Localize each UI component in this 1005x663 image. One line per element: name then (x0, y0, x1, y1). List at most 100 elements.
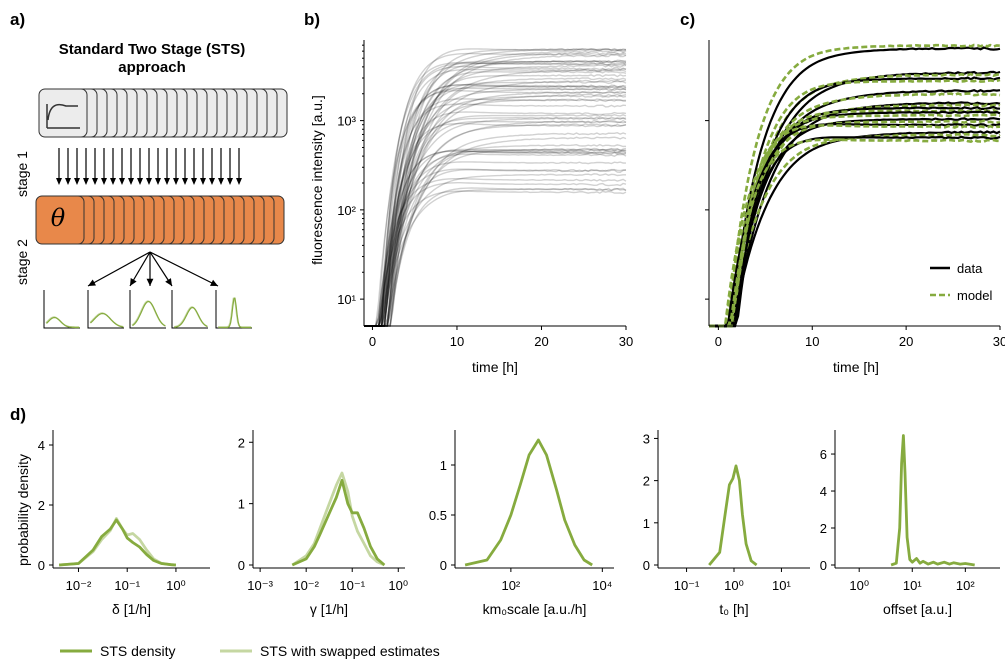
trajectory-line (364, 131, 627, 327)
arrow-head (101, 178, 107, 185)
fan-arrow (149, 251, 219, 287)
fan-arrow-head (146, 278, 154, 286)
x-axis-label: δ [1/h] (112, 601, 151, 617)
y-tick-label: 10² (337, 203, 356, 218)
arrow-head (146, 178, 152, 185)
trajectory-line (364, 49, 627, 327)
trajectory-line (364, 168, 626, 327)
y-tick-label: 2 (38, 498, 45, 513)
trajectory-line (364, 116, 627, 327)
x-tick-label: 10⁰ (724, 578, 744, 593)
fan-arrow-head (88, 279, 96, 286)
sts-title-line2: approach (118, 59, 186, 76)
x-tick-label: 20 (899, 334, 913, 349)
x-tick-label: 10⁻¹ (339, 578, 365, 593)
x-tick-label: 10⁻¹ (114, 578, 140, 593)
trajectory-line (364, 153, 627, 327)
trajectory-line (364, 187, 627, 327)
x-tick-label: 10⁻³ (247, 578, 273, 593)
trajectory-line (364, 190, 627, 327)
model-line (709, 124, 1001, 328)
swapped-density-line (291, 471, 385, 567)
y-tick-label: 2 (820, 521, 827, 536)
trajectory-line (364, 68, 627, 327)
mini-axes (129, 290, 166, 329)
trajectory-line (364, 84, 627, 327)
trajectory-line (364, 77, 627, 327)
y-tick-label: 1 (238, 497, 245, 512)
trajectory-line (364, 187, 627, 327)
trajectory-line (364, 161, 627, 327)
trajectory-line (364, 148, 627, 327)
trajectory-line (364, 62, 627, 327)
arrow-head (191, 178, 197, 185)
x-tick-label: 10² (501, 578, 520, 593)
trajectory-line (364, 51, 627, 327)
trajectory-line (364, 87, 627, 327)
trajectory-line (364, 90, 627, 327)
arrow-head (110, 178, 116, 185)
mini-density-curve (218, 297, 252, 329)
x-axis-label: γ [1/h] (310, 601, 348, 617)
x-axis-label: t₀ [h] (719, 601, 748, 617)
data-card (38, 88, 88, 138)
y-tick-label: 0 (38, 558, 45, 573)
panel-b-ticks: 0 10 20 30 10¹ 10² 10³ (337, 44, 633, 349)
trajectory-line (364, 70, 627, 327)
trajectory-line (364, 169, 627, 327)
trajectory-line (364, 85, 627, 327)
x-tick-label: 10 (805, 334, 819, 349)
x-tick-label: 20 (534, 334, 548, 349)
trajectory-line (364, 150, 627, 327)
mini-density-curve (46, 316, 80, 329)
fan-arrow-head (210, 279, 218, 286)
trajectory-line (364, 116, 627, 327)
panel-b-trajectories (364, 47, 627, 327)
trajectory-line (364, 90, 627, 327)
trajectory-line (364, 87, 627, 327)
parameter-card-stack (35, 195, 285, 245)
trajectory-line (364, 182, 627, 327)
trajectory-line (364, 147, 627, 327)
data-line (709, 46, 1001, 328)
trajectory-line (364, 173, 626, 327)
model-line (709, 132, 1001, 328)
trajectory-line (364, 53, 627, 327)
trajectory-line (364, 122, 627, 327)
x-tick-label: 10¹ (772, 578, 791, 593)
trajectory-line (364, 60, 627, 327)
mini-swapped-curve (218, 296, 251, 328)
y-tick-label: 4 (38, 438, 45, 453)
arrow-head (119, 178, 125, 185)
x-tick-label: 10⁰ (388, 578, 408, 593)
trajectory-line (364, 59, 627, 327)
mini-axes (87, 290, 124, 329)
trajectory-line (364, 60, 627, 327)
panel-d-ylabel: probability density (15, 454, 31, 566)
stage2-arrows (87, 251, 219, 287)
trajectory-line (364, 120, 627, 327)
mini-density-curve (174, 306, 208, 328)
panel-c-chart: 0 10 20 30 time [h] data model (705, 40, 1005, 375)
arrow-head (83, 178, 89, 185)
bottom-legend: STS density STS with swapped estimates (60, 643, 440, 659)
mini-density-curve (132, 301, 166, 327)
y-tick-label: 1 (440, 458, 447, 473)
trajectory-line (364, 80, 627, 327)
density-chart-3: 10² 10⁴ 0 0.5 1 km₀scale [a.u./h] (429, 430, 614, 617)
sts-density-line (291, 478, 386, 567)
theta-symbol: θ (51, 204, 66, 232)
mini-axes (43, 290, 80, 329)
panel-label-b: b) (304, 10, 320, 29)
trajectory-line (364, 94, 627, 327)
model-line (709, 91, 1001, 328)
arrow-head (236, 178, 242, 185)
sts-density-line (708, 464, 758, 567)
trajectory-line (364, 98, 627, 327)
trajectory-line (364, 47, 627, 327)
model-line (709, 138, 1001, 328)
panel-b-chart: 0 10 20 30 10¹ 10² 10³ time [h] fluorescence i… (309, 40, 633, 375)
x-tick-label: 10⁴ (592, 578, 612, 593)
y-tick-label: 2 (643, 474, 650, 489)
